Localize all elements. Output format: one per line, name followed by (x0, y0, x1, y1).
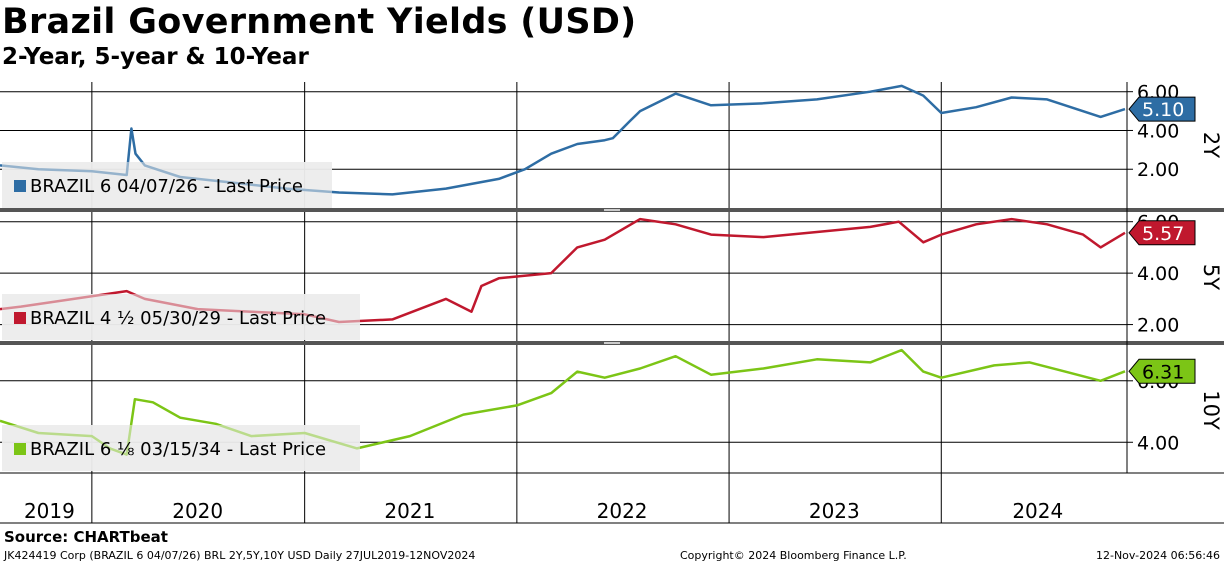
legend-overlay-2Y (2, 162, 332, 208)
footer-copyright: Copyright© 2024 Bloomberg Finance L.P. (680, 549, 907, 562)
panel-grip-0 (604, 209, 620, 211)
panel-label-2Y: 2Y (1199, 132, 1223, 158)
x-tick-label-2020: 2020 (172, 499, 223, 523)
panel-label-10Y: 10Y (1199, 390, 1223, 430)
legend-label-5Y: BRAZIL 4 ½ 05/30/29 - Last Price (30, 308, 326, 329)
legend-swatch-5Y (14, 312, 26, 324)
y-tick-label-10Y-0: 4.00 (1137, 432, 1179, 454)
y-tick-label-2Y-1: 4.00 (1137, 120, 1179, 142)
x-tick-label-2021: 2021 (384, 499, 435, 523)
legend-label-10Y: BRAZIL 6 ⅛ 03/15/34 - Last Price (30, 439, 326, 460)
last-value-tag-10Y (1128, 358, 1196, 384)
x-tick-label-2019: 2019 (24, 499, 75, 523)
source-note: Source: CHARTbeat (4, 528, 168, 546)
footer-ticker-info: JK424419 Corp (BRAZIL 6 04/07/26) BRL 2Y… (4, 549, 476, 562)
y-tick-label-2Y-0: 2.00 (1137, 159, 1179, 181)
x-tick-label-2024: 2024 (1012, 499, 1063, 523)
x-tick-label-2022: 2022 (597, 499, 648, 523)
series-line-10Y (0, 348, 1126, 456)
chart-subtitle: 2-Year, 5-year & 10-Year (2, 44, 309, 70)
last-value-label-10Y: 6.31 (1142, 361, 1184, 383)
last-value-label-2Y: 5.10 (1142, 99, 1184, 121)
series-line-2Y (0, 84, 1126, 196)
x-tick-label-2023: 2023 (809, 499, 860, 523)
legend-swatch-10Y (14, 443, 26, 455)
legend-swatch-2Y (14, 180, 26, 192)
legend-overlay-10Y (2, 425, 360, 471)
last-value-label-5Y: 5.57 (1142, 223, 1184, 245)
last-value-tag-5Y (1128, 220, 1196, 246)
legend-overlay-5Y (2, 294, 360, 340)
legend-label-2Y: BRAZIL 6 04/07/26 - Last Price (30, 176, 303, 197)
footer-timestamp: 12-Nov-2024 06:56:46 (1095, 549, 1220, 562)
chart-title: Brazil Government Yields (USD) (2, 2, 637, 42)
panel-label-5Y: 5Y (1199, 264, 1223, 290)
panel-grip-1 (604, 342, 620, 344)
last-value-tag-2Y (1128, 96, 1196, 122)
y-tick-label-5Y-1: 4.00 (1137, 263, 1179, 285)
y-tick-label-5Y-0: 2.00 (1137, 315, 1179, 337)
